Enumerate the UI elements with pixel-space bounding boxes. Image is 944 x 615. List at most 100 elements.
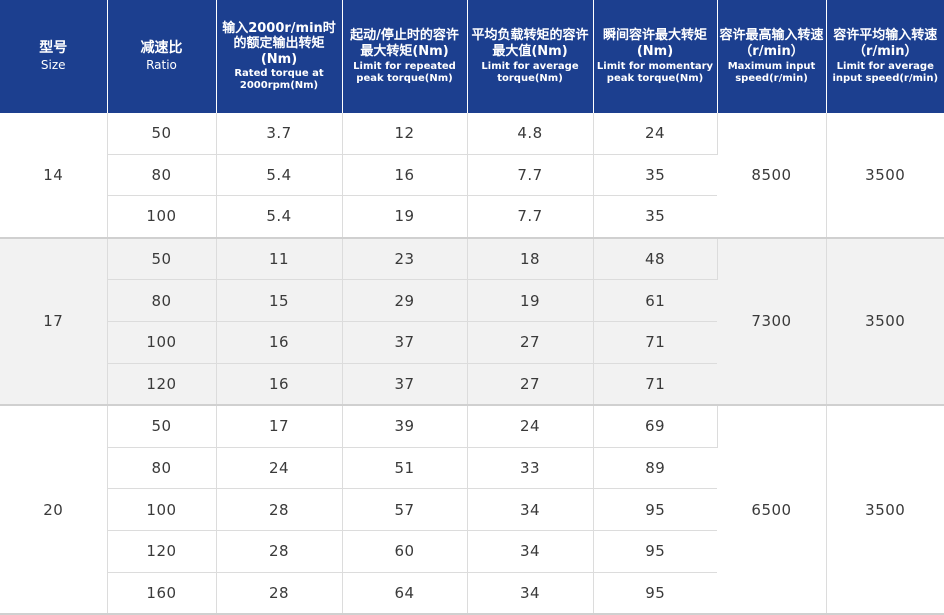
header-momentary-en: Limit for momentary peak torque(Nm): [596, 60, 714, 84]
momentary-peak-cell: 95: [593, 572, 717, 615]
ratio-cell: 80: [107, 154, 217, 197]
ratio-cell: 100: [107, 195, 217, 239]
size-cell: 20: [0, 405, 108, 615]
average-torque-cell: 24: [467, 405, 594, 448]
table-row: 80 15 29 19 61: [0, 279, 944, 322]
size-group: 20 50 17 39 24 69 6500 3500 80 24 51 33 …: [0, 405, 944, 615]
ratio-cell: 160: [107, 572, 217, 615]
header-avg-input-speed: 容许平均输入转速（r/min） Limit for average input …: [826, 0, 944, 113]
rated-torque-cell: 16: [216, 321, 343, 364]
repeated-peak-cell: 29: [342, 279, 468, 322]
repeated-peak-cell: 12: [342, 113, 468, 155]
momentary-peak-cell: 69: [593, 405, 718, 448]
rated-torque-cell: 5.4: [216, 154, 343, 197]
size-group: 17 50 11 23 18 48 7300 3500 80 15 29 19 …: [0, 237, 944, 407]
header-rated-en: Rated torque at 2000rpm(Nm): [234, 68, 324, 92]
header-average-zh: 平均负载转矩的容许最大值(Nm): [471, 28, 589, 59]
rated-torque-cell: 28: [216, 572, 343, 615]
table-header: 型号 Size 减速比 Ratio 输入2000r/min时的额定输出转矩(Nm…: [0, 0, 944, 113]
average-torque-cell: 27: [467, 321, 594, 364]
header-momentary-peak: 瞬间容许最大转矩(Nm) Limit for momentary peak to…: [593, 0, 718, 113]
header-size: 型号 Size: [0, 0, 108, 113]
repeated-peak-cell: 51: [342, 447, 468, 490]
max-speed-cell: 7300: [717, 237, 827, 407]
repeated-peak-cell: 16: [342, 154, 468, 197]
average-torque-cell: 34: [467, 530, 594, 573]
rated-torque-cell: 5.4: [216, 195, 343, 239]
repeated-peak-cell: 19: [342, 195, 468, 239]
header-momentary-zh: 瞬间容许最大转矩(Nm): [602, 28, 707, 59]
size-group: 14 50 3.7 12 4.8 24 8500 3500 80 5.4 16 …: [0, 113, 944, 239]
rated-torque-cell: 3.7: [216, 113, 343, 155]
ratio-cell: 80: [107, 279, 217, 322]
rated-torque-cell: 28: [216, 530, 343, 573]
rated-torque-cell: 24: [216, 447, 343, 490]
rated-torque-cell: 11: [216, 237, 343, 281]
avg-speed-cell: 3500: [826, 113, 944, 239]
table-row: 120 16 37 27 71: [0, 363, 944, 407]
size-cell: 14: [0, 113, 108, 239]
repeated-peak-cell: 39: [342, 405, 468, 448]
ratio-cell: 80: [107, 447, 217, 490]
repeated-peak-cell: 23: [342, 237, 468, 281]
average-torque-cell: 34: [467, 488, 594, 531]
header-repeated-peak: 起动/停止时的容许最大转矩(Nm) Limit for repeated pea…: [342, 0, 468, 113]
repeated-peak-cell: 37: [342, 321, 468, 364]
table-row: 100 28 57 34 95: [0, 488, 944, 531]
header-avg-speed-en: Limit for average input speed(r/min): [832, 60, 939, 84]
avg-speed-cell: 3500: [826, 405, 944, 615]
momentary-peak-cell: 95: [593, 530, 717, 573]
table-row: 17 50 11 23 18 48 7300 3500: [0, 237, 944, 407]
average-torque-cell: 4.8: [467, 113, 594, 155]
momentary-peak-cell: 61: [593, 279, 717, 322]
header-ratio-en: Ratio: [146, 58, 177, 73]
rated-torque-cell: 15: [216, 279, 343, 322]
table-row: 80 24 51 33 89: [0, 447, 944, 490]
max-speed-cell: 6500: [717, 405, 827, 615]
repeated-peak-cell: 57: [342, 488, 468, 531]
momentary-peak-cell: 35: [593, 195, 717, 239]
header-size-en: Size: [40, 58, 66, 73]
momentary-peak-cell: 71: [593, 363, 717, 407]
table-row: 120 28 60 34 95: [0, 530, 944, 573]
table-row: 80 5.4 16 7.7 35: [0, 154, 944, 197]
header-max-speed-en: Maximum input speed(r/min): [727, 60, 816, 84]
average-torque-cell: 7.7: [467, 154, 594, 197]
header-rated-torque: 输入2000r/min时的额定输出转矩(Nm) Rated torque at …: [216, 0, 343, 113]
ratio-cell: 50: [107, 113, 217, 155]
momentary-peak-cell: 24: [593, 113, 718, 155]
average-torque-cell: 7.7: [467, 195, 594, 239]
average-torque-cell: 34: [467, 572, 594, 615]
header-average-torque: 平均负载转矩的容许最大值(Nm) Limit for average torqu…: [467, 0, 594, 113]
table-row: 14 50 3.7 12 4.8 24 8500 3500: [0, 113, 944, 239]
momentary-peak-cell: 35: [593, 154, 717, 197]
ratio-cell: 100: [107, 488, 217, 531]
header-average-en: Limit for average torque(Nm): [481, 60, 579, 84]
average-torque-cell: 33: [467, 447, 594, 490]
ratio-cell: 100: [107, 321, 217, 364]
header-rated-zh: 输入2000r/min时的额定输出转矩(Nm): [222, 20, 336, 67]
rated-torque-cell: 28: [216, 488, 343, 531]
header-ratio: 减速比 Ratio: [107, 0, 217, 113]
header-repeated-en: Limit for repeated peak torque(Nm): [353, 60, 456, 84]
average-torque-cell: 19: [467, 279, 594, 322]
header-repeated-zh: 起动/停止时的容许最大转矩(Nm): [350, 28, 459, 59]
ratio-cell: 120: [107, 363, 217, 407]
table-row: 100 16 37 27 71: [0, 321, 944, 364]
header-avg-speed-zh: 容许平均输入转速（r/min）: [833, 28, 938, 59]
repeated-peak-cell: 64: [342, 572, 468, 615]
table-row: 20 50 17 39 24 69 6500 3500: [0, 405, 944, 615]
rated-torque-cell: 16: [216, 363, 343, 407]
ratio-cell: 120: [107, 530, 217, 573]
header-ratio-zh: 减速比: [140, 40, 183, 57]
average-torque-cell: 27: [467, 363, 594, 407]
ratio-cell: 50: [107, 237, 217, 281]
table-row: 100 5.4 19 7.7 35: [0, 195, 944, 239]
avg-speed-cell: 3500: [826, 237, 944, 407]
repeated-peak-cell: 60: [342, 530, 468, 573]
header-max-speed-zh: 容许最高输入转速（r/min）: [719, 28, 824, 59]
repeated-peak-cell: 37: [342, 363, 468, 407]
ratio-cell: 50: [107, 405, 217, 448]
momentary-peak-cell: 89: [593, 447, 717, 490]
